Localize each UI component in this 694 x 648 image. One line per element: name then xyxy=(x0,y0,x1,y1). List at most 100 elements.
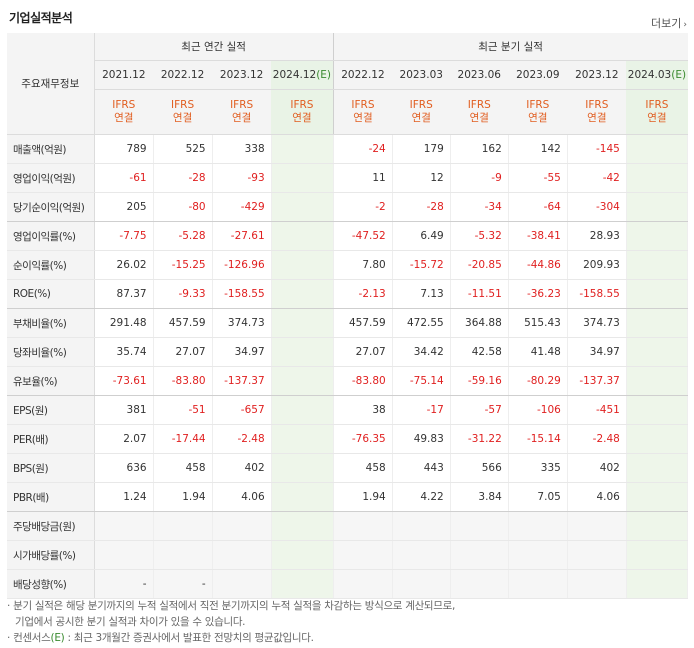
table-cell xyxy=(271,482,334,512)
table-cell: -137.37 xyxy=(212,366,272,396)
table-cell xyxy=(94,511,154,541)
ifrs-text: IFRS xyxy=(171,99,195,111)
table-cell xyxy=(271,308,334,338)
table-cell xyxy=(271,424,334,454)
table-cell xyxy=(567,540,627,570)
table-cell: 374.73 xyxy=(567,308,627,338)
row-label: 부채비율(%) xyxy=(7,308,95,338)
ifrs-text: IFRS xyxy=(290,99,314,111)
table-cell: 28.93 xyxy=(567,221,627,251)
table-row: PER(배) 2.07 -17.44 -2.48 -76.35 49.83 -31.22 -1… xyxy=(7,424,689,454)
table-cell: 26.02 xyxy=(94,250,154,280)
chevron-right-icon: › xyxy=(683,20,687,30)
ifrs-text: IFRS xyxy=(409,99,433,111)
table-cell xyxy=(626,337,689,367)
table-cell xyxy=(392,540,451,570)
table-cell xyxy=(626,511,689,541)
consolidated-text: 연결 xyxy=(231,112,252,124)
table-cell: -93 xyxy=(212,163,272,193)
table-cell: -451 xyxy=(567,395,627,425)
table-cell xyxy=(332,511,393,541)
table-cell: 4.06 xyxy=(212,482,272,512)
table-cell: -73.61 xyxy=(94,366,154,396)
table-cell xyxy=(271,134,334,164)
table-cell: 42.58 xyxy=(450,337,509,367)
table-cell xyxy=(271,366,334,396)
table-cell: -429 xyxy=(212,192,272,222)
period-header: 2024.12(E) xyxy=(271,60,334,90)
table-cell: 443 xyxy=(392,453,451,483)
more-link[interactable]: 더보기 › xyxy=(651,15,687,31)
table-cell xyxy=(271,250,334,280)
period-label: 2021.12 xyxy=(102,69,146,81)
table-cell: -57 xyxy=(450,395,509,425)
table-cell xyxy=(271,511,334,541)
table-cell: 458 xyxy=(153,453,213,483)
row-label: PBR(배) xyxy=(7,482,95,512)
row-label: 유보율(%) xyxy=(7,366,95,396)
period-header: 2023.09 xyxy=(508,60,568,90)
table-row: 당기순이익(억원) 205 -80 -429 -2 -28 -34 -64 -304 xyxy=(7,192,689,222)
table-cell xyxy=(450,569,509,599)
footnote-3-suffix: : 최근 3개월간 증권사에서 발표한 전망치의 평균값입니다. xyxy=(67,632,314,644)
table-cell: 338 xyxy=(212,134,272,164)
table-row: PBR(배) 1.24 1.94 4.06 1.94 4.22 3.84 7.05 4.06 xyxy=(7,482,689,512)
period-label: 2022.12 xyxy=(341,69,385,81)
table-cell: -20.85 xyxy=(450,250,509,280)
table-cell: 34.97 xyxy=(567,337,627,367)
table-cell: -5.32 xyxy=(450,221,509,251)
group-annual: 최근 연간 실적 xyxy=(94,33,334,61)
table-row: 시가배당률(%) xyxy=(7,540,689,570)
table-cell: 87.37 xyxy=(94,279,154,309)
table-cell: -51 xyxy=(153,395,213,425)
row-label: 순이익률(%) xyxy=(7,250,95,280)
table-cell: -137.37 xyxy=(567,366,627,396)
table-cell: 209.93 xyxy=(567,250,627,280)
table-cell: -2.48 xyxy=(567,424,627,454)
ifrs-label: IFRS 연결 xyxy=(153,89,213,135)
more-label: 더보기 xyxy=(651,17,682,30)
footnotes: · 분기 실적은 해당 분기까지의 누적 실적에서 직전 분기까지의 누적 실적… xyxy=(7,598,455,646)
table-cell: -126.96 xyxy=(212,250,272,280)
table-cell xyxy=(626,279,689,309)
table-cell: -2 xyxy=(332,192,393,222)
row-label: 당기순이익(억원) xyxy=(7,192,95,222)
table-cell: -2.13 xyxy=(332,279,393,309)
table-cell xyxy=(626,569,689,599)
table-cell xyxy=(94,540,154,570)
ifrs-text: IFRS xyxy=(526,99,550,111)
table-cell xyxy=(271,221,334,251)
table-cell: -83.80 xyxy=(332,366,393,396)
table-row: BPS(원) 636 458 402 458 443 566 335 402 xyxy=(7,453,689,483)
consolidated-text: 연결 xyxy=(469,112,489,124)
table-cell xyxy=(271,395,334,425)
table-cell: - xyxy=(153,569,213,599)
footnote-1-text: 분기 실적은 해당 분기까지의 누적 실적에서 직전 분기까지의 누적 실적을 … xyxy=(13,600,456,612)
ifrs-text: IFRS xyxy=(230,99,254,111)
table-cell xyxy=(508,569,568,599)
table-cell: -9 xyxy=(450,163,509,193)
table-cell: 1.94 xyxy=(332,482,393,512)
table-cell xyxy=(212,569,272,599)
period-header: 2022.12 xyxy=(332,60,393,90)
ifrs-text: IFRS xyxy=(112,99,136,111)
table-cell: 179 xyxy=(392,134,451,164)
ifrs-text: IFRS xyxy=(351,99,375,111)
table-cell xyxy=(567,511,627,541)
table-cell xyxy=(626,453,689,483)
group-quarterly: 최근 분기 실적 xyxy=(332,33,688,61)
footnote-3: · 컨센서스(E) : 최근 3개월간 증권사에서 발표한 전망치의 평균값입니… xyxy=(7,632,314,644)
table-cell: -15.25 xyxy=(153,250,213,280)
row-label: 당좌비율(%) xyxy=(7,337,95,367)
table-cell: -76.35 xyxy=(332,424,393,454)
table-cell: 364.88 xyxy=(450,308,509,338)
table-row: 주당배당금(원) xyxy=(7,511,689,541)
table-cell: -80 xyxy=(153,192,213,222)
financial-table: 주요재무정보 최근 연간 실적 최근 분기 실적 2021.12 2022.12 2… xyxy=(7,33,689,599)
row-label: 주당배당금(원) xyxy=(7,511,95,541)
period-header: 2023.06 xyxy=(450,60,509,90)
footnote-2-text: 기업에서 공시한 분기 실적과 차이가 있을 수 있습니다. xyxy=(15,616,246,628)
period-label: 2023.09 xyxy=(516,69,560,81)
table-cell: -17 xyxy=(392,395,451,425)
table-cell: 4.22 xyxy=(392,482,451,512)
